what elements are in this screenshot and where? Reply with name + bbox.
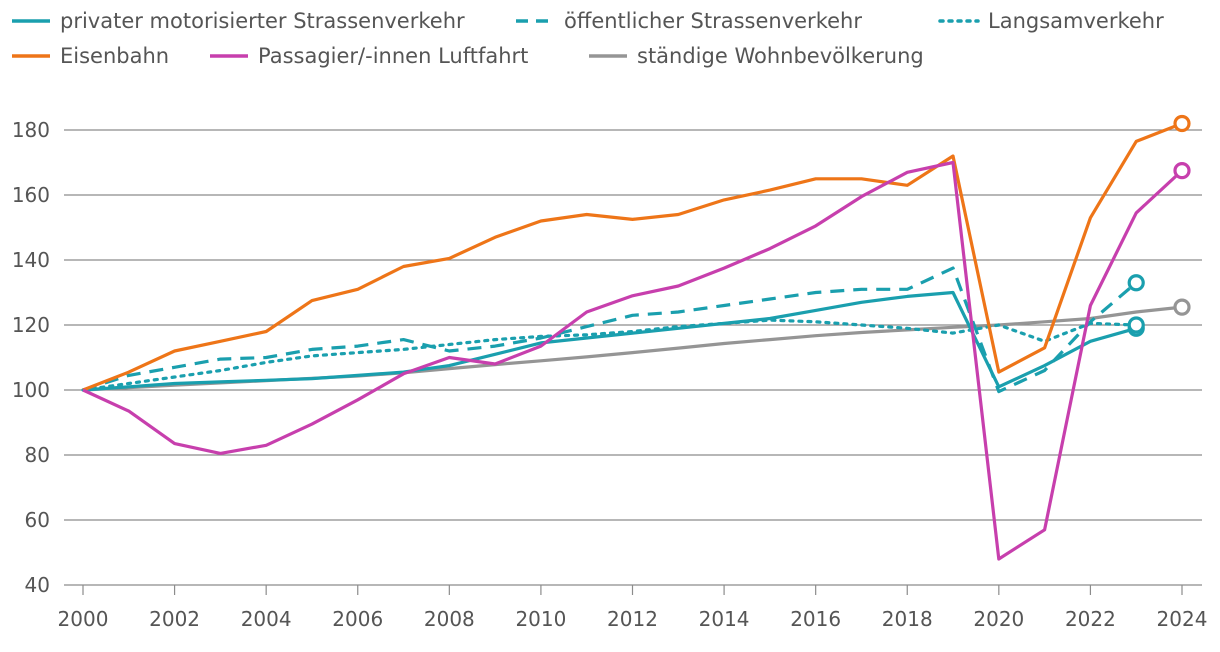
y-tick-label: 40 xyxy=(25,573,50,597)
x-tick-label: 2012 xyxy=(607,607,658,631)
x-tick-label: 2022 xyxy=(1065,607,1116,631)
x-tick-label: 2020 xyxy=(973,607,1024,631)
y-tick-label: 100 xyxy=(12,378,50,402)
legend-label-0: privater motorisierter Strassenverkehr xyxy=(60,9,465,33)
x-tick-label: 2014 xyxy=(699,607,750,631)
series-line-3 xyxy=(82,122,1183,392)
y-tick-label: 80 xyxy=(25,443,50,467)
legend-label-5: ständige Wohnbevölkerung xyxy=(637,44,924,68)
y-tick-label: 160 xyxy=(12,183,50,207)
x-tick-label: 2002 xyxy=(149,607,200,631)
axes: 2000 2002 2004 2006 2008 2010 2012 2014 2016 2018… xyxy=(58,585,1208,631)
grid-lines: 40 60 80 100 120 140 160 180 xyxy=(12,118,1202,597)
legend-label-1: öffentlicher Strassenverkehr xyxy=(564,9,862,33)
x-tick-label: 2016 xyxy=(790,607,841,631)
series-end-marker-1 xyxy=(1127,274,1145,292)
x-tick-label: 2024 xyxy=(1157,607,1208,631)
x-tick-label: 2018 xyxy=(882,607,933,631)
series-line-2 xyxy=(81,318,1138,392)
y-tick-label: 180 xyxy=(12,118,50,142)
series-line-0 xyxy=(82,290,1137,392)
x-tick-label: 2008 xyxy=(424,607,475,631)
series-layer xyxy=(81,114,1191,561)
series-line-4 xyxy=(82,160,1184,561)
y-tick-label: 140 xyxy=(12,248,50,272)
series-line-1 xyxy=(82,266,1138,394)
x-tick-label: 2010 xyxy=(515,607,566,631)
legend-label-4: Passagier/-innen Luftfahrt xyxy=(258,44,528,68)
series-end-marker-3 xyxy=(1173,114,1191,133)
x-tick-label: 2006 xyxy=(332,607,383,631)
legend: privater motorisierter Strassenverkehr öf… xyxy=(12,9,1164,68)
legend-label-3: Eisenbahn xyxy=(60,44,169,68)
y-tick-label: 120 xyxy=(12,313,50,337)
series-end-marker-4 xyxy=(1173,162,1191,180)
y-tick-label: 60 xyxy=(25,508,50,532)
legend-label-2: Langsamverkehr xyxy=(988,9,1164,33)
x-tick-label: 2000 xyxy=(58,607,109,631)
x-tick-label: 2004 xyxy=(241,607,292,631)
series-end-marker-2 xyxy=(1127,316,1145,334)
series-end-marker-5 xyxy=(1173,298,1191,316)
